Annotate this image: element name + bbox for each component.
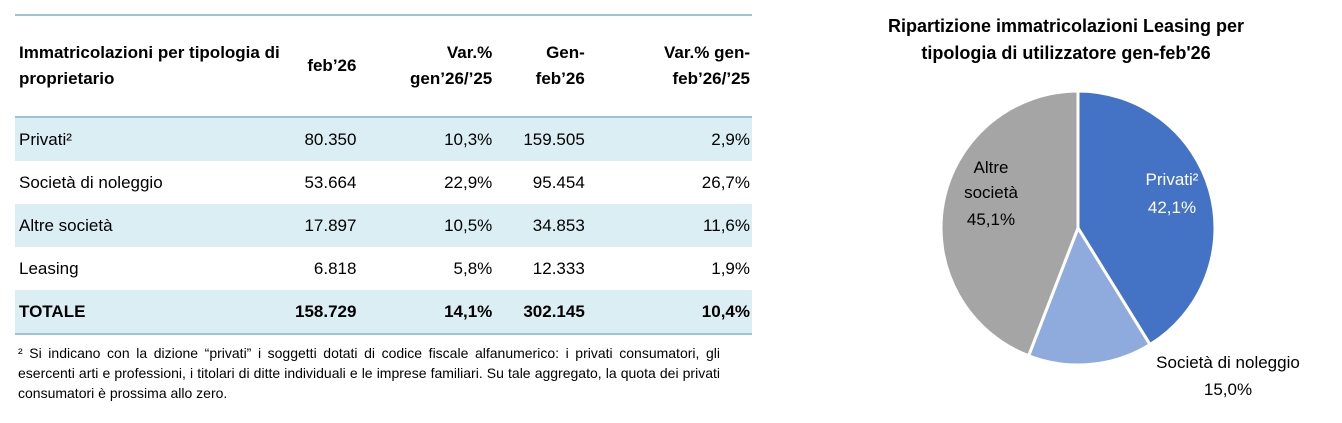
column-header: Var.% gen-feb’26/’25: [664, 43, 750, 88]
column-header: feb’26: [307, 56, 357, 75]
table-row: Leasing 6.818 5,8% 12.333 1,9%: [15, 247, 752, 290]
table-row: TOTALE 158.729 14,1% 302.145 10,4%: [15, 290, 752, 334]
table-cell: 5,8%: [453, 258, 493, 278]
table-cell: 17.897: [291, 204, 359, 247]
table-cell: 302.145: [494, 290, 587, 334]
table-cell: 26,7%: [701, 172, 750, 192]
column-header: Gen-feb’26: [535, 43, 585, 88]
data-table: Immatricolazioni per tipologia di propri…: [15, 14, 752, 335]
column-header: Var.% gen’26/’25: [410, 43, 493, 88]
slice-value: 42,1%: [1147, 198, 1197, 217]
table-cell: 53.664: [304, 172, 357, 192]
table-cell: 10,5%: [358, 204, 495, 247]
slice-value: 15,0%: [1203, 380, 1253, 399]
table-cell: 14,1%: [358, 290, 495, 334]
table-cell: Leasing: [19, 258, 79, 278]
slice-label: Società di noleggio: [1156, 353, 1300, 372]
chart-title: Ripartizione immatricolazioni Leasing pe…: [887, 16, 1245, 63]
table-cell: Società di noleggio: [19, 172, 163, 192]
table-cell: 22,9%: [444, 172, 493, 192]
footnote: ² Si indicano con la dizione “privati” i…: [18, 345, 720, 401]
slice-value: 45,1%: [966, 210, 1016, 229]
column-header: Immatricolazioni per tipologia di propri…: [19, 43, 280, 88]
table-cell: 1,9%: [711, 258, 750, 278]
table-cell: 80.350: [291, 117, 359, 161]
table-cell: 2,9%: [586, 117, 752, 161]
table-cell: 95.454: [532, 172, 585, 192]
table-cell: 12.333: [532, 258, 585, 278]
table-cell: 6.818: [313, 258, 357, 278]
table-cell: 158.729: [291, 290, 359, 334]
table-cell: 159.505: [494, 117, 587, 161]
table-cell: Altre società: [15, 204, 291, 247]
table-row: Altre società 17.897 10,5% 34.853 11,6%: [15, 204, 752, 247]
table-cell: TOTALE: [15, 290, 291, 334]
table-cell: 10,3%: [358, 117, 495, 161]
slice-label: Privati²: [1145, 170, 1199, 189]
slice-label: Altre società: [964, 158, 1018, 202]
table-cell: 34.853: [494, 204, 587, 247]
table-row: Privati² 80.350 10,3% 159.505 2,9%: [15, 117, 752, 161]
table-cell: Privati²: [15, 117, 291, 161]
table-cell: 10,4%: [586, 290, 752, 334]
pie-slice: [1026, 224, 1153, 367]
pie-slice: [939, 89, 1080, 358]
table-cell: 11,6%: [586, 204, 752, 247]
table-row: Società di noleggio 53.664 22,9% 95.454 26,7…: [15, 161, 752, 204]
